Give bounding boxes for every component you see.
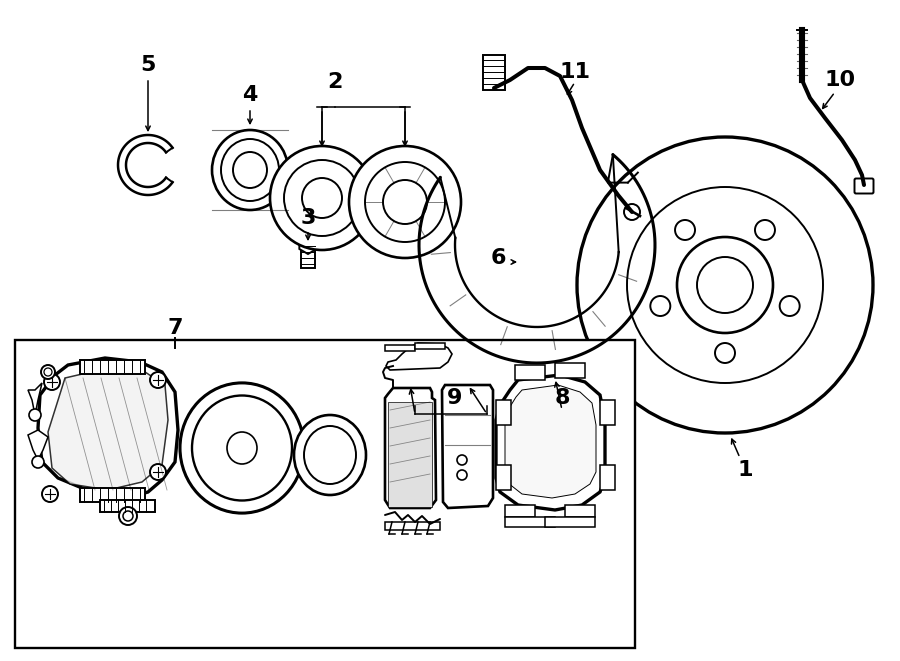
Circle shape xyxy=(284,160,360,236)
Circle shape xyxy=(624,204,640,220)
Circle shape xyxy=(150,464,166,480)
Circle shape xyxy=(627,187,823,383)
Circle shape xyxy=(755,220,775,240)
Text: 8: 8 xyxy=(554,388,570,408)
Polygon shape xyxy=(386,343,452,370)
Ellipse shape xyxy=(180,383,304,513)
Text: 10: 10 xyxy=(824,70,856,90)
Circle shape xyxy=(123,511,133,521)
Text: 3: 3 xyxy=(301,208,316,228)
Circle shape xyxy=(302,178,342,218)
Circle shape xyxy=(651,296,670,316)
Polygon shape xyxy=(48,368,168,490)
Bar xyxy=(496,400,511,425)
Polygon shape xyxy=(300,234,317,254)
Text: 11: 11 xyxy=(560,62,590,82)
Bar xyxy=(301,244,315,268)
Bar xyxy=(515,365,545,380)
Bar xyxy=(80,360,145,374)
Circle shape xyxy=(457,470,467,480)
Text: 7: 7 xyxy=(167,318,183,338)
Polygon shape xyxy=(28,383,42,415)
Ellipse shape xyxy=(212,130,288,210)
Polygon shape xyxy=(38,358,178,498)
Ellipse shape xyxy=(304,426,356,484)
Ellipse shape xyxy=(227,432,257,464)
Ellipse shape xyxy=(192,395,292,500)
Circle shape xyxy=(577,137,873,433)
Bar xyxy=(483,55,505,90)
Polygon shape xyxy=(505,385,596,498)
Circle shape xyxy=(270,146,374,250)
Bar xyxy=(15,340,635,648)
Bar xyxy=(545,517,595,527)
Circle shape xyxy=(41,365,55,379)
Text: 1: 1 xyxy=(737,460,752,480)
Text: 9: 9 xyxy=(447,388,463,408)
Text: 4: 4 xyxy=(242,85,257,105)
Circle shape xyxy=(715,343,735,363)
Polygon shape xyxy=(388,402,432,507)
Circle shape xyxy=(32,456,44,468)
Circle shape xyxy=(29,409,41,421)
Bar xyxy=(600,465,615,490)
Text: 2: 2 xyxy=(328,72,343,92)
FancyBboxPatch shape xyxy=(854,178,874,194)
Circle shape xyxy=(675,220,695,240)
Text: 5: 5 xyxy=(140,55,156,75)
Polygon shape xyxy=(496,375,605,510)
Ellipse shape xyxy=(233,152,267,188)
Bar xyxy=(496,465,511,490)
Circle shape xyxy=(677,237,773,333)
Circle shape xyxy=(42,486,58,502)
Bar xyxy=(555,363,585,378)
Bar xyxy=(385,345,415,351)
Bar xyxy=(100,500,155,512)
Circle shape xyxy=(44,374,60,390)
Circle shape xyxy=(150,372,166,388)
Bar xyxy=(505,505,535,517)
Bar xyxy=(415,343,445,349)
Ellipse shape xyxy=(221,139,279,201)
Circle shape xyxy=(697,257,753,313)
Circle shape xyxy=(349,146,461,258)
Polygon shape xyxy=(442,385,493,508)
Circle shape xyxy=(365,162,445,242)
Circle shape xyxy=(44,368,52,376)
Ellipse shape xyxy=(294,415,366,495)
Circle shape xyxy=(457,455,467,465)
Bar xyxy=(505,517,555,527)
Bar xyxy=(80,488,145,502)
Polygon shape xyxy=(385,388,436,508)
Polygon shape xyxy=(28,430,48,460)
Circle shape xyxy=(119,507,137,525)
Text: 6: 6 xyxy=(491,248,506,268)
Bar xyxy=(565,505,595,517)
Bar xyxy=(385,522,440,530)
Circle shape xyxy=(383,180,427,224)
Bar xyxy=(600,400,615,425)
Circle shape xyxy=(779,296,800,316)
